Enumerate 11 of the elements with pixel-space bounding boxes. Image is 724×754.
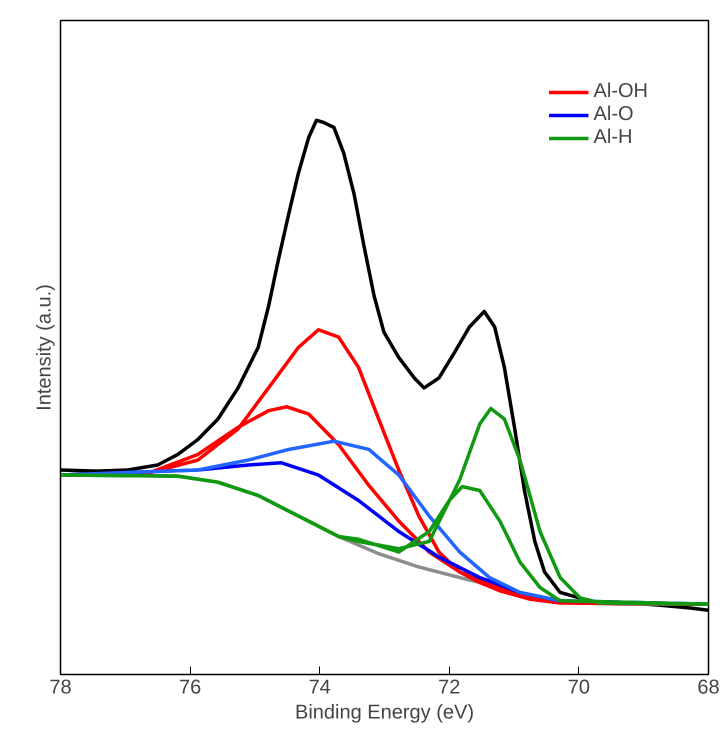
x-tick-label: 70 [568,676,590,698]
x-tick-label: 72 [438,676,460,698]
x-tick-label: 74 [308,676,331,698]
x-axis-title: Binding Energy (eV) [295,702,474,724]
x-tick-label: 68 [697,676,720,698]
legend-label: Al-OH [594,80,648,103]
legend-label: Al-H [594,126,632,149]
y-axis-title: Intensity (a.u.) [34,284,56,411]
x-tick-label: 78 [49,676,72,698]
x-tick-label: 76 [178,676,202,698]
legend-label: Al-O [594,103,634,126]
